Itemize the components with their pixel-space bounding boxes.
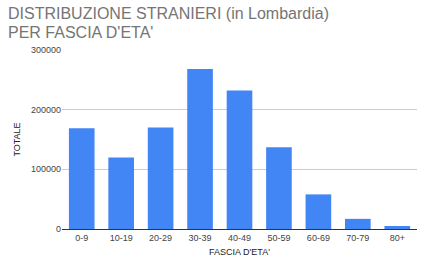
svg-text:100000: 100000 xyxy=(31,164,61,174)
svg-text:300000: 300000 xyxy=(31,45,61,55)
svg-text:FASCIA D'ETA': FASCIA D'ETA' xyxy=(209,247,270,257)
svg-text:80+: 80+ xyxy=(390,233,405,243)
svg-text:0-9: 0-9 xyxy=(75,233,88,243)
svg-text:TOTALE: TOTALE xyxy=(12,122,22,156)
html-text:DISTRIBUZIONE STRANIERI (in Lo: DISTRIBUZIONE STRANIERI (in Lombardia) P… xyxy=(8,5,329,41)
svg-text:10-19: 10-19 xyxy=(110,233,133,243)
svg-text:50-59: 50-59 xyxy=(267,233,290,243)
svg-text:40-49: 40-49 xyxy=(228,233,251,243)
svg-text:60-69: 60-69 xyxy=(307,233,330,243)
svg-text:70-79: 70-79 xyxy=(346,233,369,243)
svg-text:200000: 200000 xyxy=(31,105,61,115)
svg-text:0: 0 xyxy=(56,224,61,234)
svg-text:30-39: 30-39 xyxy=(189,233,212,243)
svg-text:20-29: 20-29 xyxy=(149,233,172,243)
